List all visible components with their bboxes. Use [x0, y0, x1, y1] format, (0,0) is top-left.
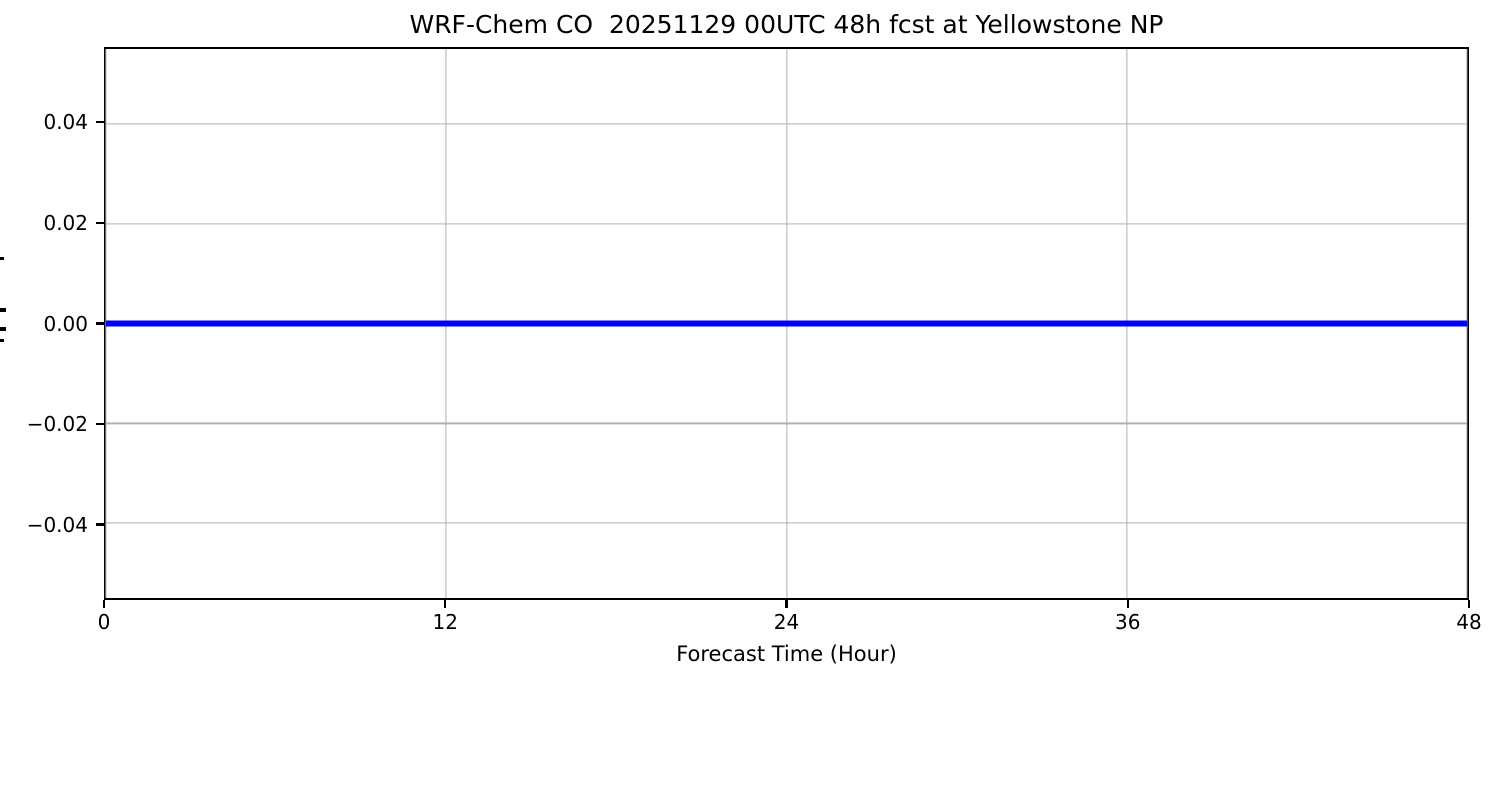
x-tick-mark — [444, 600, 447, 608]
clipped-ylabel-fragment — [0, 257, 4, 260]
y-tick-label: −0.02 — [26, 412, 88, 437]
y-tick-mark — [96, 422, 104, 426]
y-tick-label: 0.04 — [43, 110, 88, 135]
x-tick-mark — [785, 600, 788, 608]
x-tick-label: 24 — [773, 610, 800, 634]
y-tick-mark — [96, 221, 104, 225]
y-tick-mark — [96, 121, 104, 124]
clipped-ylabel-fragment — [0, 308, 6, 312]
plot-area — [104, 47, 1469, 600]
chart-title: WRF-Chem CO 20251129 00UTC 48h fcst at Y… — [409, 10, 1164, 39]
x-axis-label: Forecast Time (Hour) — [676, 642, 897, 666]
x-tick-label: 48 — [1456, 610, 1482, 634]
y-tick-label: 0.00 — [43, 311, 88, 336]
y-tick-mark — [96, 523, 104, 526]
x-tick-label: 12 — [432, 610, 458, 634]
x-tick-label: 0 — [97, 610, 111, 634]
x-tick-mark — [1467, 600, 1471, 608]
x-tick-mark — [1126, 600, 1129, 608]
y-tick-label: 0.02 — [43, 210, 88, 235]
clipped-ylabel-fragment — [0, 339, 4, 342]
series-layer — [106, 320, 1467, 327]
y-tick-label: −0.04 — [26, 512, 88, 537]
x-tick-mark — [102, 600, 106, 608]
y-tick-mark — [96, 322, 104, 325]
clipped-ylabel-fragment — [0, 327, 6, 331]
x-gridline — [105, 49, 107, 598]
x-tick-label: 36 — [1115, 610, 1141, 634]
